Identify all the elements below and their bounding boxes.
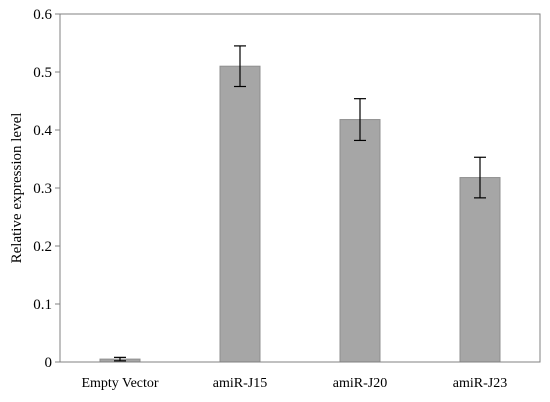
x-axis-category-labels: Empty Vector amiR-J15 amiR-J20 amiR-J23 <box>81 376 507 391</box>
bar-3 <box>459 177 501 363</box>
y-tick-label: 0.4 <box>33 123 52 139</box>
error-bars <box>114 45 486 362</box>
bar-1 <box>219 65 261 363</box>
bars <box>99 65 501 363</box>
y-axis-title: Relative expression level <box>9 113 25 264</box>
y-tick-label: 0.2 <box>33 239 52 255</box>
y-tick-label: 0.6 <box>33 7 52 23</box>
y-tick-label: 0.1 <box>33 297 52 313</box>
y-tick-label: 0.5 <box>33 65 52 81</box>
error-bar-2 <box>354 98 366 142</box>
y-tick-label: 0.3 <box>33 181 52 197</box>
category-label-1: amiR-J15 <box>213 376 267 391</box>
error-bar-0 <box>114 356 126 362</box>
category-label-2: amiR-J20 <box>333 376 387 391</box>
category-label-0: Empty Vector <box>81 376 158 391</box>
error-bar-3 <box>474 156 486 199</box>
error-bar-1 <box>234 45 246 88</box>
bar-2 <box>339 119 381 363</box>
category-label-3: amiR-J23 <box>453 376 507 391</box>
plot-area-frame <box>59 13 541 363</box>
y-axis-ticks: 0 0.1 0.2 0.3 0.4 0.5 0.6 <box>33 7 60 371</box>
y-tick-label: 0 <box>45 355 53 371</box>
